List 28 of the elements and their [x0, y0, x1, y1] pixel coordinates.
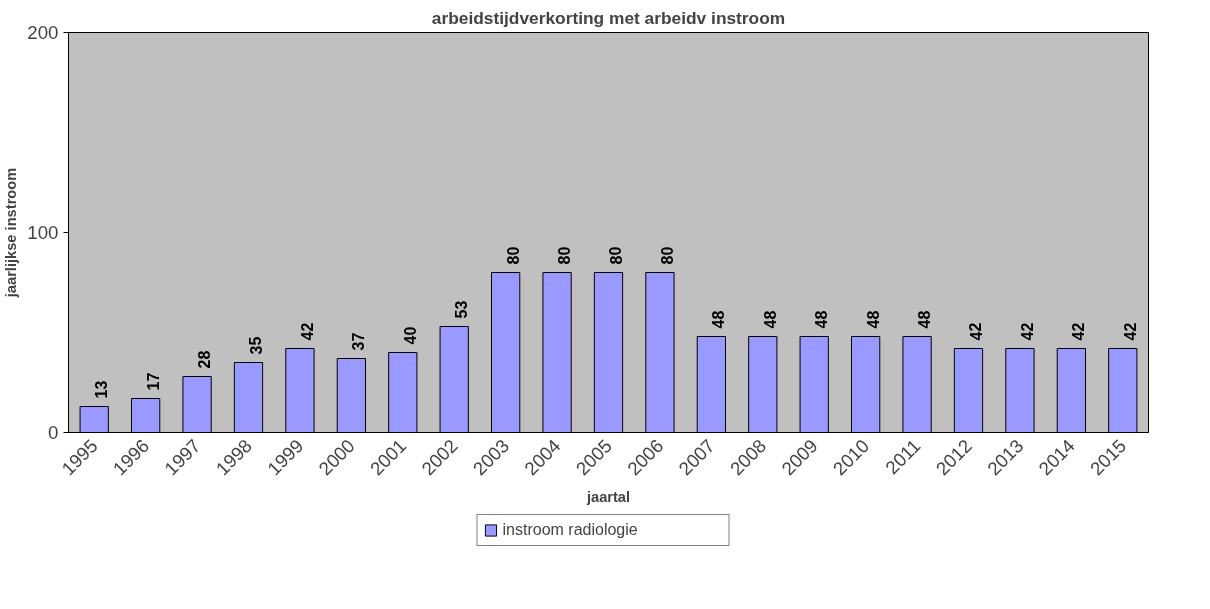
legend-label: instroom radiologie — [502, 521, 639, 539]
data-label: 48 — [761, 310, 779, 329]
data-label: 53 — [453, 300, 471, 319]
data-label: 42 — [298, 322, 316, 341]
chart-title: arbeidstijdverkorting met arbeidv instroom — [431, 7, 786, 28]
data-label: 42 — [1070, 322, 1088, 341]
data-label: 48 — [710, 310, 728, 329]
data-label: 48 — [916, 310, 934, 329]
data-label: 80 — [658, 246, 676, 265]
data-label: 13 — [93, 380, 111, 399]
data-label: 80 — [556, 246, 574, 265]
data-label: 17 — [144, 372, 162, 391]
y-tick-label: 0 — [48, 422, 59, 443]
x-axis-title: jaartal — [585, 489, 631, 506]
data-label: 42 — [1121, 322, 1139, 341]
data-label: 40 — [401, 326, 419, 345]
data-label: 80 — [607, 246, 625, 265]
y-tick-label: 100 — [27, 222, 59, 243]
data-label: 48 — [813, 310, 831, 329]
data-label: 37 — [350, 332, 368, 351]
data-label: 35 — [247, 336, 265, 355]
data-label: 42 — [967, 322, 985, 341]
y-tick-label: 200 — [27, 22, 59, 43]
data-label: 48 — [864, 310, 882, 329]
data-label: 80 — [504, 246, 522, 265]
data-label: 28 — [196, 350, 214, 369]
y-axis-title: jaarlijkse instroom — [3, 167, 20, 299]
data-label: 42 — [1018, 322, 1036, 341]
